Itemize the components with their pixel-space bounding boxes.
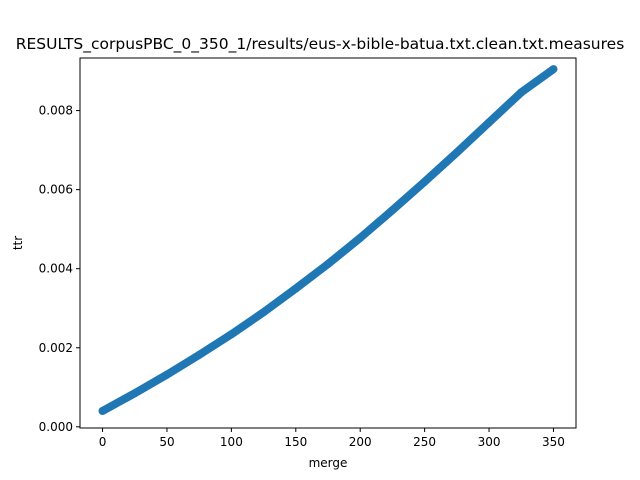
x-tick-label: 150 [284,435,307,449]
x-tick-label: 250 [413,435,436,449]
y-tick-label: 0.008 [39,104,73,118]
data-point [485,118,493,127]
y-tick-label: 0.004 [39,262,73,276]
data-point [130,389,139,398]
data-point [549,65,558,74]
data-layer [98,65,558,415]
data-point [420,177,429,186]
x-tick-label: 0 [99,435,107,449]
data-point [388,206,397,215]
y-axis: 0.000 0.002 0.004 0.006 0.008 [39,104,80,434]
x-tick-label: 100 [220,435,243,449]
data-point [517,88,526,97]
y-tick-label: 0.006 [39,183,73,197]
x-tick-label: 350 [542,435,565,449]
y-axis-label: ttr [11,236,25,250]
y-tick-label: 0.002 [39,341,73,355]
data-point [227,330,236,339]
data-point [98,407,107,415]
x-axis-label: merge [309,456,348,470]
x-axis: 0 50 100 150 200 250 300 350 [99,428,565,449]
data-point [356,233,365,242]
data-point [452,148,461,157]
x-tick-label: 200 [349,435,372,449]
plot-frame [79,57,577,429]
data-point [259,308,268,317]
data-point [195,350,204,359]
x-tick-label: 300 [478,435,501,449]
data-point [163,370,171,379]
chart-title: RESULTS_corpusPBC_0_350_1/results/eus-x-… [16,35,625,54]
data-point [324,260,332,268]
y-tick-label: 0.000 [39,420,73,434]
x-tick-label: 50 [159,435,174,449]
data-point [291,284,300,293]
